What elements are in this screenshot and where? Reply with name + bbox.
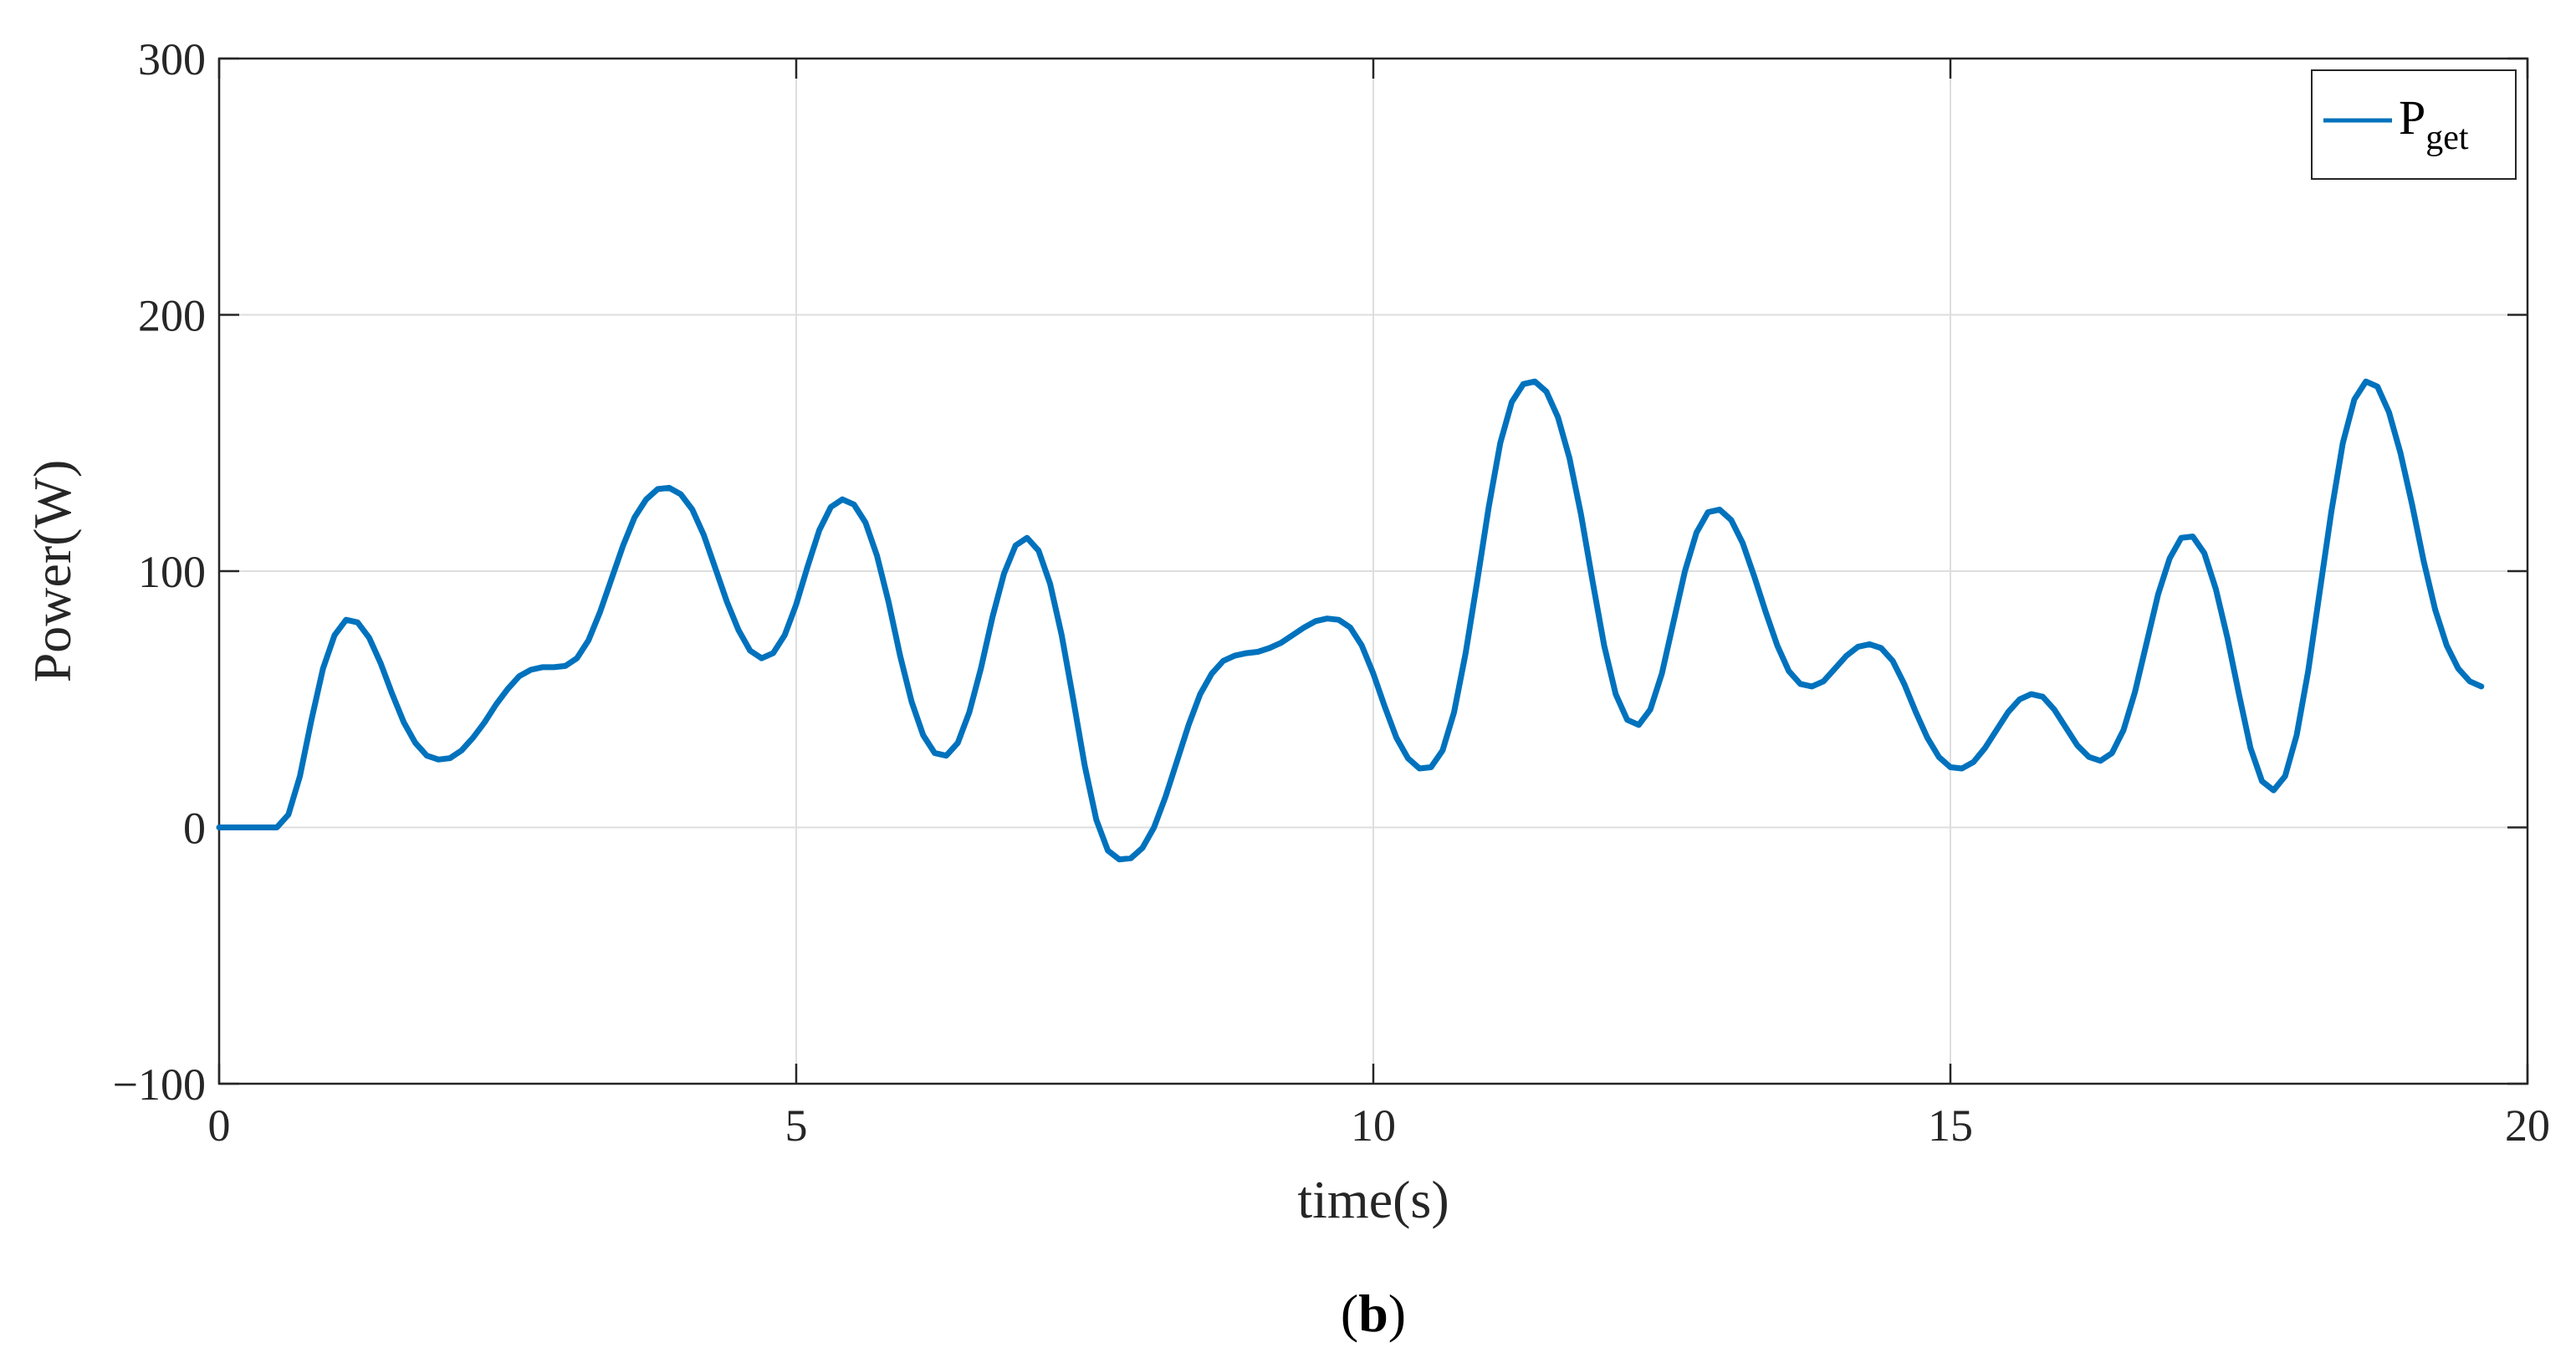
y-tick-label: −100 [113, 1059, 206, 1110]
x-tick-label: 0 [208, 1100, 231, 1151]
legend-box [2311, 69, 2517, 180]
y-tick-label: 300 [138, 34, 206, 84]
y-tick-label: 0 [183, 804, 206, 854]
x-tick-label: 5 [785, 1100, 808, 1151]
legend-entry-subscript: get [2425, 119, 2469, 157]
legend-entry-label: Pget [2399, 90, 2469, 157]
caption-close-paren: ) [1388, 1284, 1406, 1343]
legend: Pget [2311, 69, 2517, 180]
y-tick-labels: −100 0 100 200 300 [113, 34, 206, 1110]
x-tick-label: 10 [1351, 1100, 1396, 1151]
y-tick-label: 200 [138, 291, 206, 341]
series-layer [216, 378, 2485, 863]
caption-open-paren: ( [1341, 1284, 1358, 1343]
tick-marks [217, 57, 2529, 1085]
x-tick-label: 15 [1928, 1100, 1973, 1151]
x-axis-label: time(s) [1297, 1170, 1449, 1229]
caption-letter: b [1358, 1284, 1388, 1343]
legend-entry-main: P [2399, 90, 2425, 145]
x-tick-label: 20 [2505, 1100, 2550, 1151]
figure-caption: (b) [1341, 1284, 1406, 1343]
y-axis-label: Power(W) [23, 460, 82, 683]
x-tick-labels: 0 5 10 15 20 [208, 1100, 2551, 1151]
y-tick-label: 100 [138, 547, 206, 597]
series-line-p-get [216, 378, 2485, 863]
